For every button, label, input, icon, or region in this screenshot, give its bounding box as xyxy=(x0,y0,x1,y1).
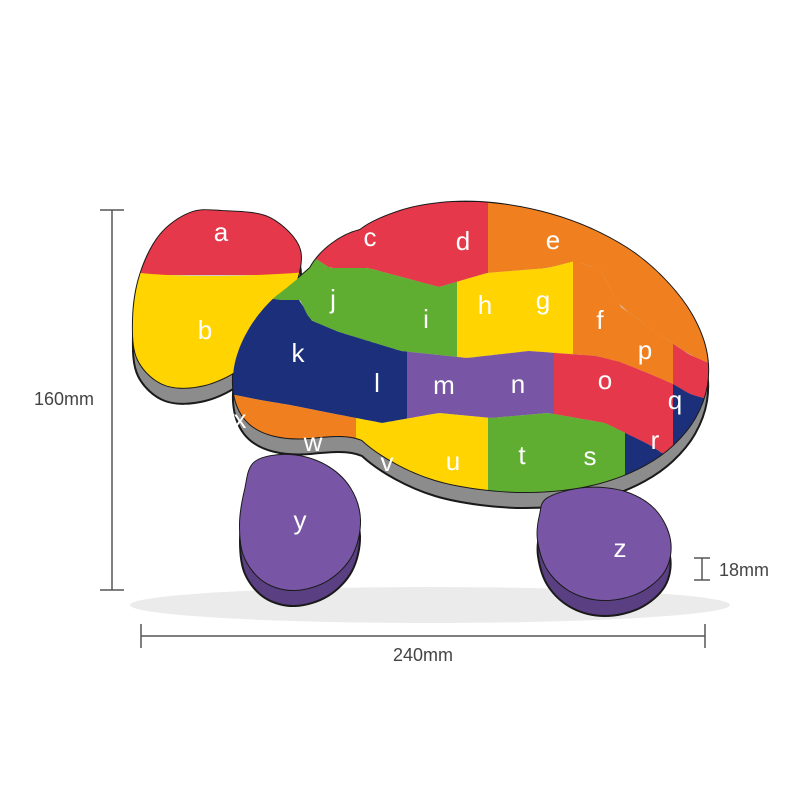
svg-text:18mm: 18mm xyxy=(719,560,769,580)
svg-text:j: j xyxy=(329,284,336,314)
svg-text:f: f xyxy=(596,305,604,335)
svg-text:h: h xyxy=(478,290,492,320)
svg-text:a: a xyxy=(214,217,229,247)
svg-text:n: n xyxy=(511,369,525,399)
svg-text:x: x xyxy=(234,404,247,434)
svg-text:240mm: 240mm xyxy=(393,645,453,665)
svg-text:q: q xyxy=(668,385,682,415)
svg-text:e: e xyxy=(546,225,560,255)
svg-text:l: l xyxy=(374,368,380,398)
svg-text:k: k xyxy=(292,338,306,368)
svg-text:r: r xyxy=(651,425,660,455)
svg-text:g: g xyxy=(536,285,550,315)
svg-text:y: y xyxy=(294,505,307,535)
svg-text:s: s xyxy=(584,441,597,471)
svg-text:o: o xyxy=(598,365,612,395)
svg-text:c: c xyxy=(364,222,377,252)
svg-text:i: i xyxy=(423,304,429,334)
svg-text:b: b xyxy=(198,315,212,345)
svg-text:z: z xyxy=(614,533,627,563)
svg-text:p: p xyxy=(638,335,652,365)
svg-text:w: w xyxy=(303,427,323,457)
svg-text:160mm: 160mm xyxy=(34,389,94,409)
svg-text:t: t xyxy=(518,440,526,470)
svg-text:v: v xyxy=(381,447,394,477)
svg-text:m: m xyxy=(433,370,455,400)
svg-text:d: d xyxy=(456,226,470,256)
svg-text:u: u xyxy=(446,446,460,476)
